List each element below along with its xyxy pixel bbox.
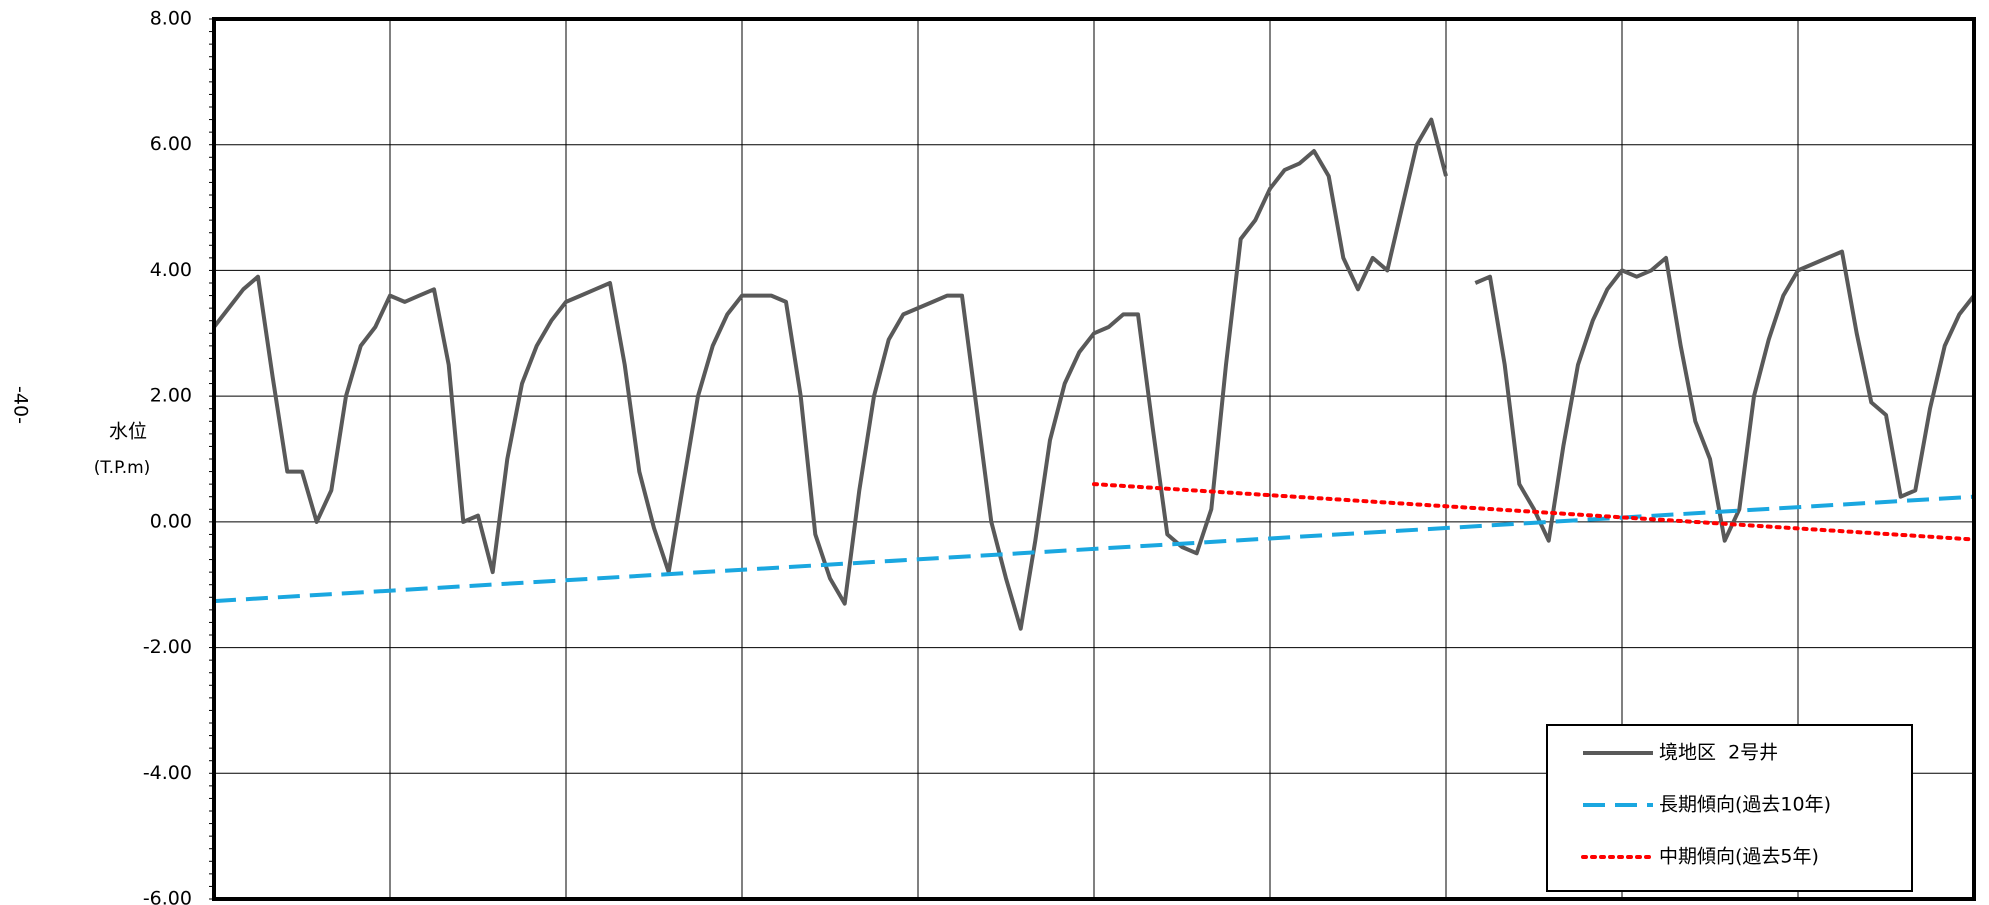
series-line bbox=[212, 117, 1976, 631]
series-line bbox=[213, 494, 1975, 604]
y-tick-label: 0.00 bbox=[150, 510, 192, 532]
y-tick-label: 8.00 bbox=[150, 8, 192, 30]
y-tick-label: 2.00 bbox=[150, 385, 192, 407]
y-tick-label: 4.00 bbox=[150, 259, 192, 281]
y-tick-label: -2.00 bbox=[143, 636, 192, 658]
y-tick-label: -4.00 bbox=[143, 762, 192, 784]
y-axis-unit: (T.P.m) bbox=[94, 458, 151, 478]
legend-label: 中期傾向(過去5年) bbox=[1659, 846, 1819, 868]
series-line bbox=[1092, 482, 1976, 542]
legend-label: 境地区 2号井 bbox=[1659, 742, 1778, 764]
plot-frame bbox=[212, 17, 1976, 901]
y-tick-label: 6.00 bbox=[150, 133, 192, 155]
y-axis-label: 水位 bbox=[109, 421, 147, 443]
y-tick-label: -6.00 bbox=[143, 888, 192, 905]
page-mark: -40- bbox=[10, 386, 32, 424]
legend-label: 長期傾向(過去10年) bbox=[1659, 794, 1831, 816]
